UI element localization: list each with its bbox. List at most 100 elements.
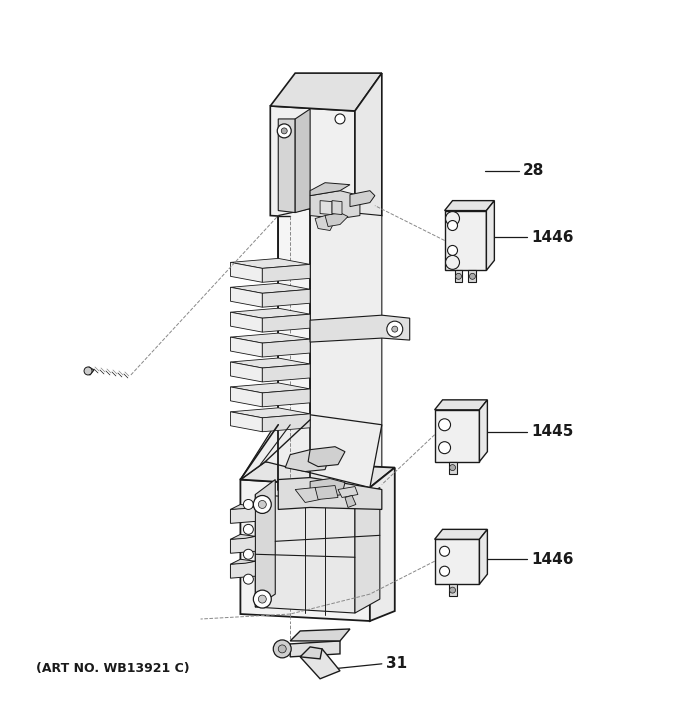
Polygon shape — [340, 194, 352, 201]
Polygon shape — [285, 450, 330, 471]
Polygon shape — [231, 308, 310, 318]
Polygon shape — [310, 209, 382, 489]
Polygon shape — [370, 468, 395, 621]
Circle shape — [243, 550, 254, 559]
Circle shape — [445, 212, 460, 225]
Circle shape — [456, 273, 462, 279]
Polygon shape — [486, 201, 494, 270]
Polygon shape — [332, 201, 342, 215]
Text: 1446: 1446 — [531, 552, 574, 567]
Circle shape — [392, 326, 398, 332]
Text: 28: 28 — [523, 163, 545, 178]
Circle shape — [469, 273, 475, 279]
Polygon shape — [325, 212, 348, 226]
Polygon shape — [231, 283, 310, 294]
Polygon shape — [278, 209, 310, 489]
Polygon shape — [231, 383, 310, 393]
Circle shape — [278, 645, 286, 653]
Polygon shape — [231, 387, 262, 407]
Polygon shape — [262, 314, 310, 332]
Polygon shape — [445, 210, 486, 270]
Circle shape — [439, 566, 449, 576]
Text: 1446: 1446 — [531, 230, 574, 245]
Circle shape — [439, 547, 449, 556]
Polygon shape — [231, 337, 262, 357]
Circle shape — [387, 321, 403, 337]
Circle shape — [439, 442, 451, 454]
Polygon shape — [231, 412, 262, 431]
Circle shape — [258, 595, 267, 603]
Circle shape — [258, 500, 267, 508]
Polygon shape — [262, 339, 310, 357]
Polygon shape — [231, 561, 256, 578]
Polygon shape — [308, 447, 345, 467]
Polygon shape — [231, 559, 256, 564]
Polygon shape — [256, 479, 275, 607]
Polygon shape — [295, 487, 320, 502]
Polygon shape — [231, 536, 256, 553]
Polygon shape — [290, 629, 350, 641]
Polygon shape — [338, 486, 358, 497]
Circle shape — [445, 255, 460, 270]
Polygon shape — [479, 400, 488, 462]
Circle shape — [449, 465, 456, 471]
Circle shape — [254, 495, 271, 513]
Text: (ART NO. WB13921 C): (ART NO. WB13921 C) — [36, 663, 190, 675]
Circle shape — [84, 367, 92, 375]
Text: 1445: 1445 — [531, 424, 574, 439]
Polygon shape — [256, 494, 355, 613]
Polygon shape — [262, 364, 310, 382]
Polygon shape — [300, 647, 322, 659]
Circle shape — [449, 587, 456, 593]
Circle shape — [273, 640, 291, 658]
Polygon shape — [320, 201, 332, 215]
Polygon shape — [310, 315, 410, 342]
Polygon shape — [241, 479, 370, 621]
Polygon shape — [278, 119, 295, 212]
Circle shape — [282, 128, 287, 134]
Circle shape — [254, 590, 271, 608]
Circle shape — [243, 574, 254, 584]
Polygon shape — [479, 529, 488, 584]
Polygon shape — [454, 270, 462, 282]
Polygon shape — [231, 287, 262, 307]
Polygon shape — [345, 495, 356, 507]
Polygon shape — [290, 641, 340, 657]
Polygon shape — [262, 389, 310, 407]
Polygon shape — [355, 73, 382, 220]
Polygon shape — [445, 201, 494, 210]
Polygon shape — [318, 196, 348, 217]
Polygon shape — [355, 487, 380, 613]
Polygon shape — [435, 529, 488, 539]
Polygon shape — [231, 358, 310, 368]
Text: 31: 31 — [386, 656, 407, 671]
Polygon shape — [295, 109, 310, 212]
Polygon shape — [231, 312, 262, 332]
Polygon shape — [241, 415, 382, 487]
Polygon shape — [231, 362, 262, 382]
Polygon shape — [449, 584, 456, 596]
Polygon shape — [231, 258, 310, 268]
Polygon shape — [231, 505, 256, 510]
Polygon shape — [270, 73, 382, 111]
Circle shape — [447, 220, 458, 231]
Polygon shape — [310, 478, 345, 497]
Polygon shape — [278, 478, 382, 510]
Polygon shape — [310, 183, 350, 196]
Circle shape — [243, 524, 254, 534]
Polygon shape — [350, 191, 375, 207]
Polygon shape — [315, 215, 335, 231]
Circle shape — [447, 246, 458, 255]
Polygon shape — [270, 106, 355, 220]
Polygon shape — [435, 539, 479, 584]
Circle shape — [335, 114, 345, 124]
Polygon shape — [315, 486, 338, 500]
Polygon shape — [231, 408, 310, 418]
Polygon shape — [262, 289, 310, 307]
Circle shape — [439, 419, 451, 431]
Circle shape — [277, 124, 291, 138]
Polygon shape — [469, 270, 477, 282]
Polygon shape — [231, 534, 256, 539]
Polygon shape — [435, 400, 488, 410]
Polygon shape — [310, 191, 360, 218]
